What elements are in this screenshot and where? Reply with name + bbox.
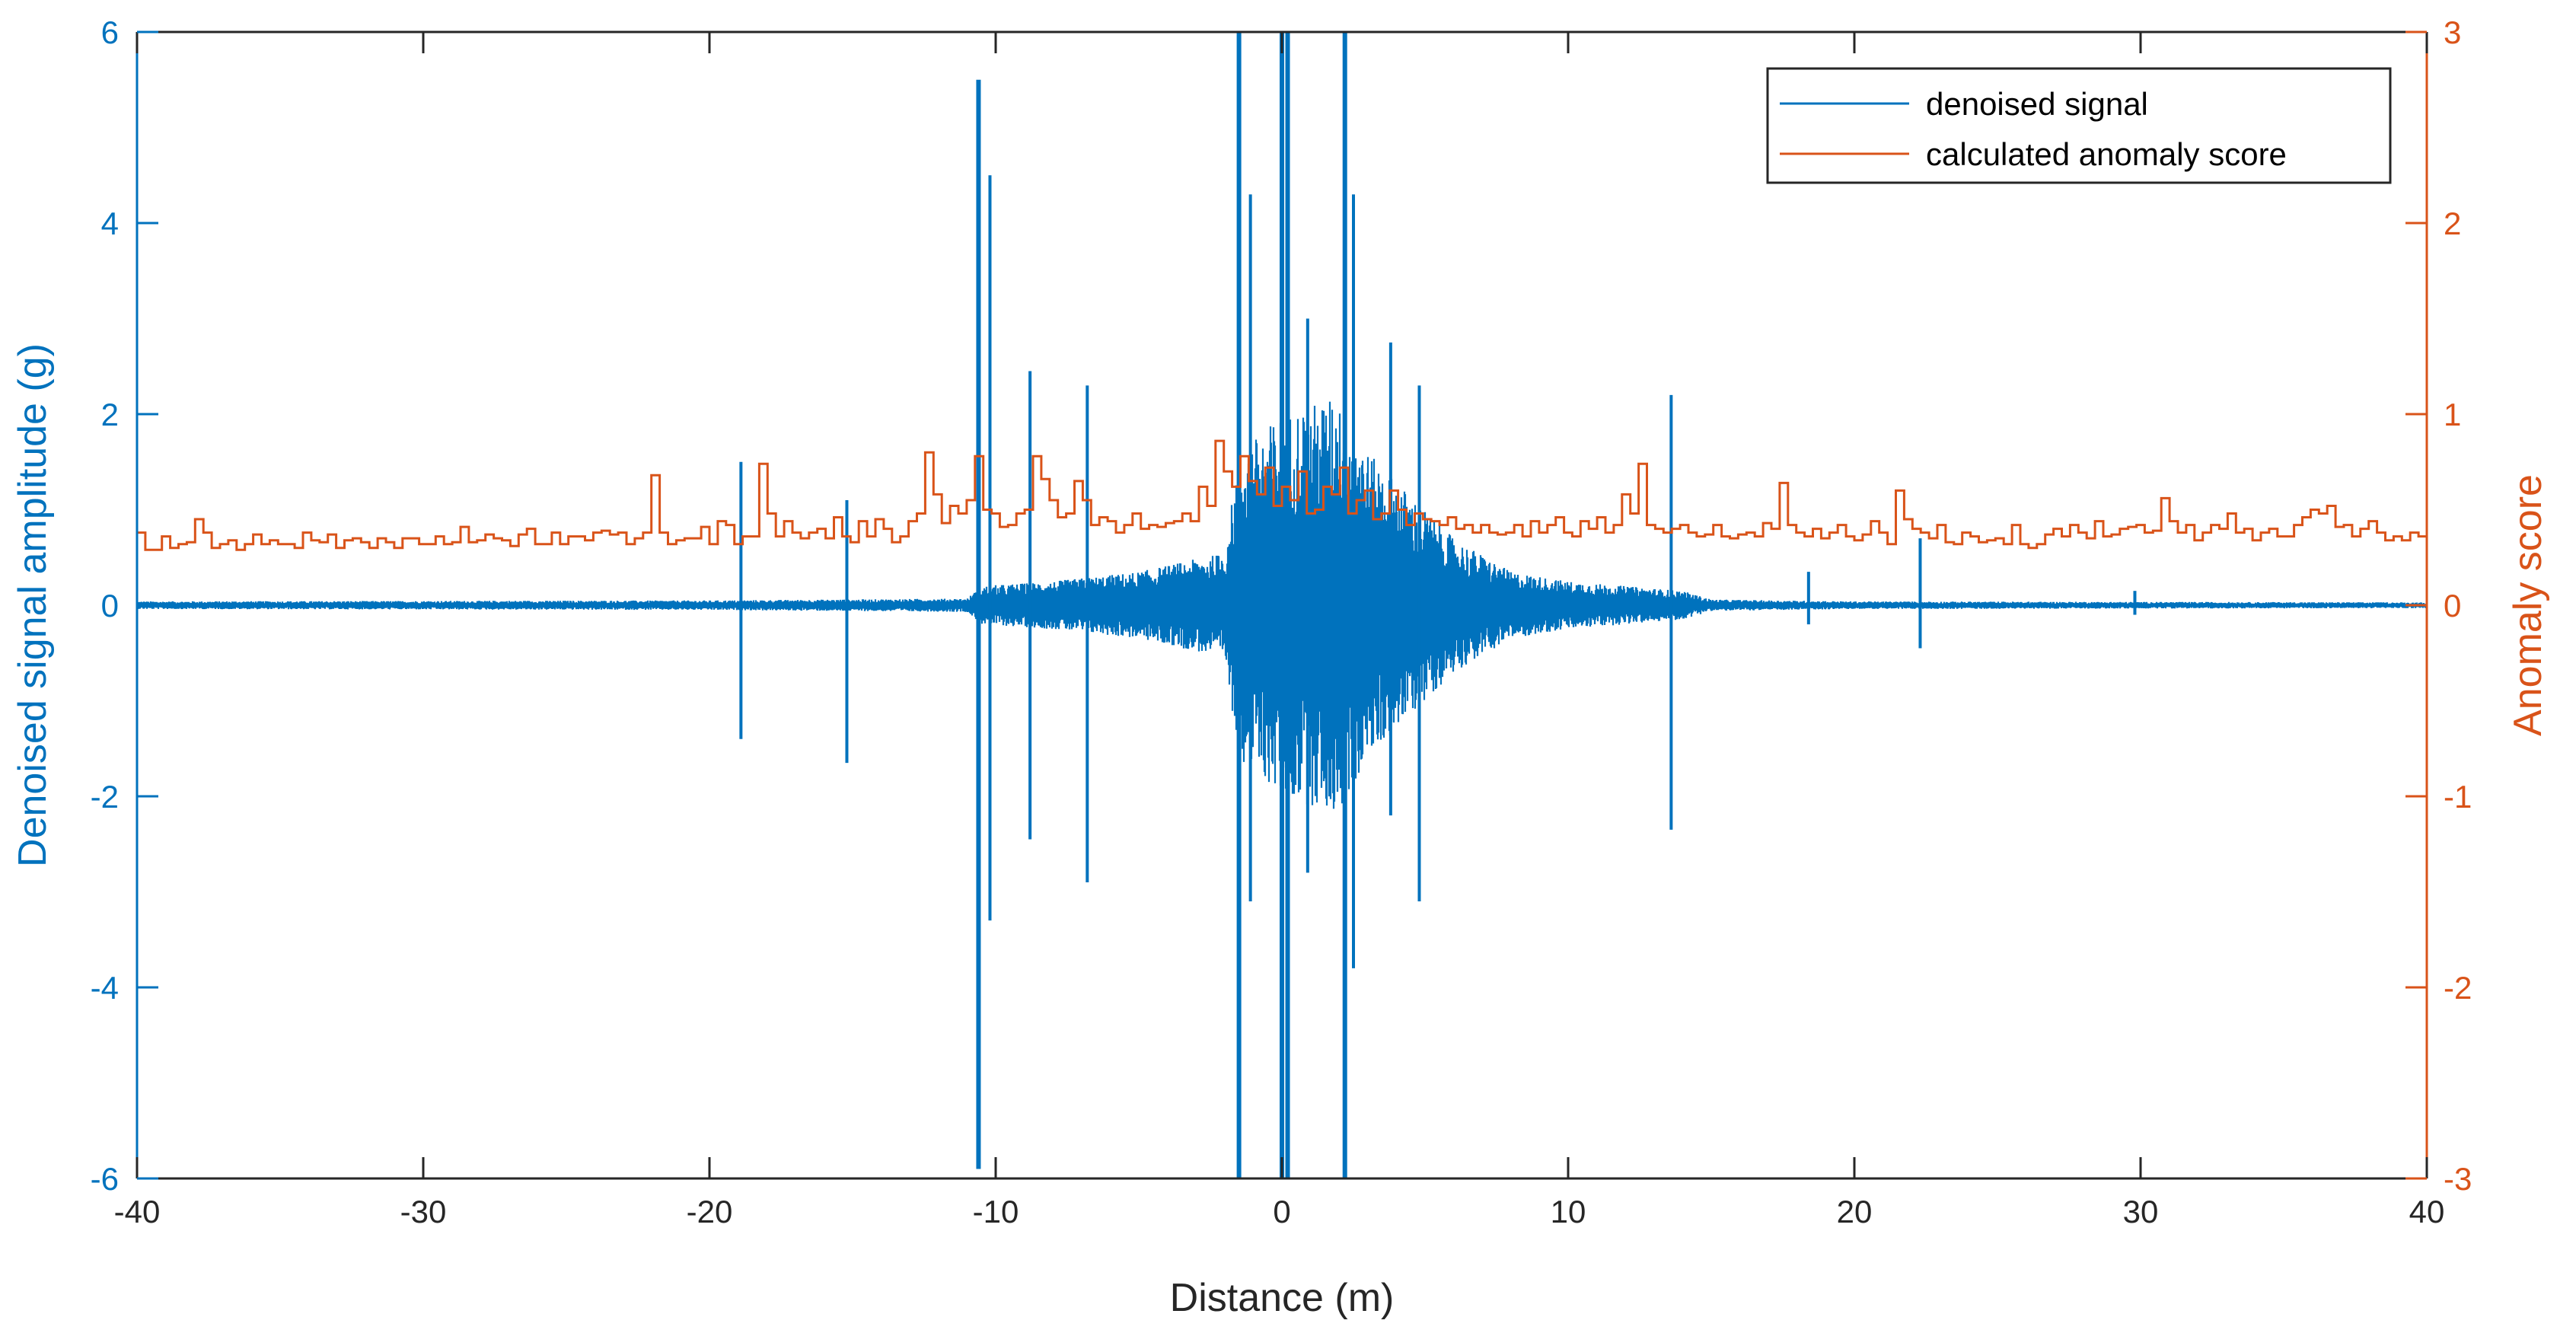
signal-series: [137, 32, 2427, 1178]
y-left-tick-label: 4: [101, 206, 119, 241]
y-right-tick-label: 0: [2444, 588, 2461, 623]
legend: denoised signal calculated anomaly score: [1766, 67, 2392, 184]
y-right-tick-label: 3: [2444, 14, 2461, 50]
x-tick-label: -30: [400, 1194, 447, 1229]
y-left-axis-title: Denoised signal amplitude (g): [11, 343, 55, 867]
y-right-tick-label: 1: [2444, 397, 2461, 432]
x-tick-label: 30: [2123, 1194, 2159, 1229]
y-left-tick-label: 2: [101, 397, 119, 432]
y-left-tick-label: 6: [101, 14, 119, 50]
ticks: -40 -30 -20 -10 0 10 20 30 406420-2-4-63210-1-2-…: [91, 14, 2472, 1229]
y-right-axis-title: Anomaly score: [2506, 474, 2550, 736]
y-left-tick-label: -6: [91, 1161, 119, 1197]
x-tick-label: 40: [2409, 1194, 2445, 1229]
anomaly-step-line: [137, 439, 2427, 551]
x-tick-label: 20: [1837, 1194, 1873, 1229]
y-right-tick-label: -1: [2444, 779, 2472, 815]
y-right-tick-label: -3: [2444, 1161, 2472, 1197]
x-tick-label: -40: [114, 1194, 161, 1229]
x-tick-label: -10: [973, 1194, 1019, 1229]
legend-label-denoised-signal: denoised signal: [1926, 86, 2148, 122]
y-left-tick-label: -2: [91, 779, 119, 815]
anomaly-series: [137, 439, 2427, 551]
legend-label-anomaly-score: calculated anomaly score: [1926, 136, 2287, 172]
y-right-tick-label: -2: [2444, 970, 2472, 1006]
legend-box: [1766, 67, 2392, 184]
x-tick-label: 10: [1551, 1194, 1586, 1229]
x-tick-label: 0: [1273, 1194, 1290, 1229]
x-axis-title: Distance (m): [1170, 1276, 1395, 1320]
signal-noise-trace: [137, 401, 2427, 809]
y-left-tick-label: -4: [91, 970, 119, 1006]
x-tick-label: -20: [687, 1194, 733, 1229]
y-left-tick-label: 0: [101, 588, 119, 623]
y-right-tick-label: 2: [2444, 206, 2461, 241]
